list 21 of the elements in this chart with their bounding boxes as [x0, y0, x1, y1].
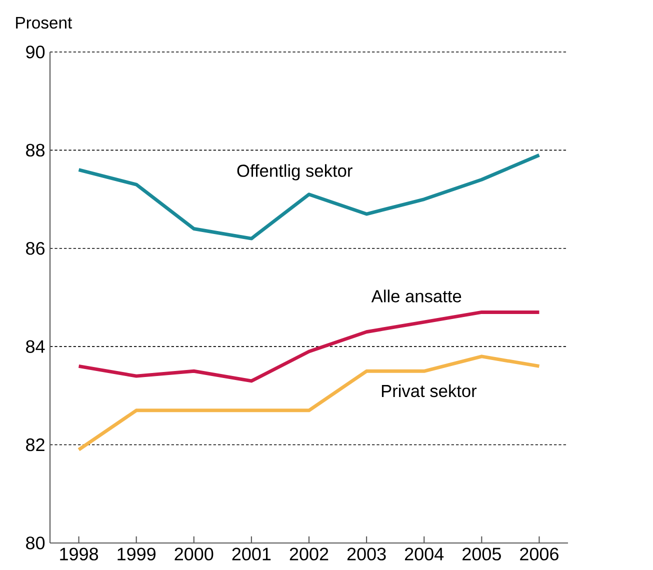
line-series: [77, 310, 541, 383]
y-tick-label: 84: [26, 340, 45, 353]
x-tick-label: 1999: [118, 548, 156, 560]
series-label: Alle ansatte: [371, 290, 462, 302]
y-tick-label: 90: [26, 46, 45, 58]
x-tick-label: 1998: [60, 548, 98, 560]
series-label: Privat sektor: [382, 384, 477, 398]
line-series: [77, 153, 541, 240]
x-tick-label: 2004: [404, 548, 444, 560]
x-tick-label: 2000: [174, 548, 214, 560]
x-tick-label: 2006: [520, 548, 558, 560]
series-label: Offentlig sektor: [237, 164, 352, 180]
y-axis-title: Prosent: [16, 16, 72, 29]
y-tick-label: 88: [26, 144, 45, 157]
x-tick-label: 2002: [290, 548, 328, 560]
x-tick-label: 2001: [232, 548, 271, 560]
y-tick-label: 86: [26, 242, 45, 255]
x-tick-label: 2003: [347, 548, 386, 560]
y-tick-label: 82: [26, 438, 44, 452]
x-tick-label: 2005: [462, 548, 501, 560]
y-tick-label: 80: [26, 536, 45, 550]
